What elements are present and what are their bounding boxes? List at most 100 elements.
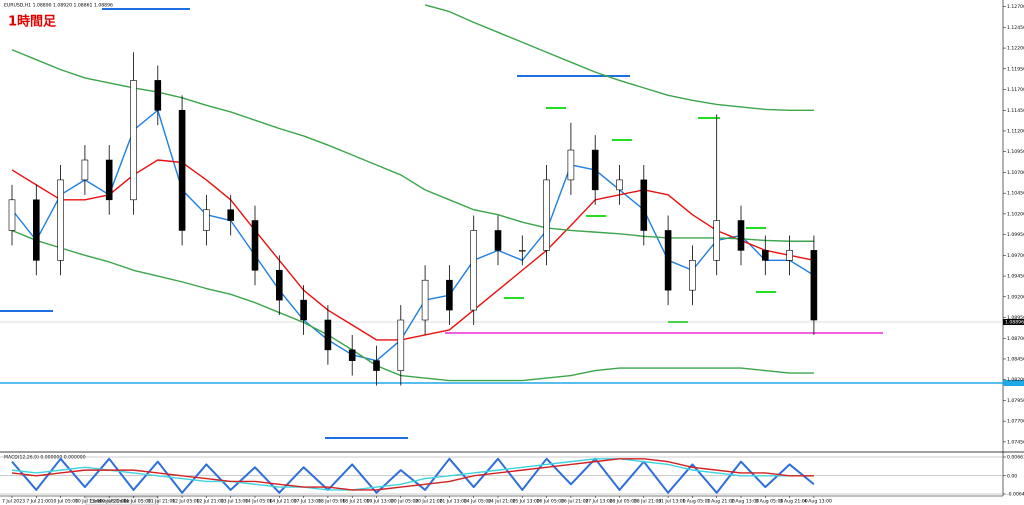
candle-body	[81, 159, 89, 181]
candle-body	[397, 319, 405, 371]
series-line	[424, 4, 814, 111]
macd-header: MACD(12,26,9) 0.000000 0.000000	[4, 455, 86, 461]
y-tick-label: 1.10700	[1007, 170, 1024, 176]
candle-body	[664, 230, 672, 291]
y-tick-label: 1.11450	[1007, 108, 1024, 114]
y-tick-label: 1.08700	[1007, 336, 1024, 342]
series-line	[11, 229, 814, 382]
x-tick-label: 13 Jul 13:00	[221, 499, 249, 505]
candle-body	[640, 179, 648, 231]
y-tick-label: -0.006444	[1007, 492, 1024, 498]
x-tick-label: 14 Jul 21:00	[269, 499, 297, 505]
y-tick-label: 1.12700	[1007, 4, 1024, 10]
candle-body	[713, 220, 721, 261]
x-tick-label: 19 Jul 13:00	[367, 499, 395, 505]
candle-body	[421, 279, 429, 321]
candle-body	[203, 209, 210, 231]
y-tick-label: 1.12200	[1007, 46, 1024, 52]
series-line	[11, 49, 814, 242]
tooltip: Euro vs US Dollar	[90, 499, 130, 505]
y-tick-label: 1.07950	[1007, 398, 1024, 404]
x-tick-label: 7 Jul 2023	[2, 499, 25, 505]
x-tick-label: 24 Jul 05:00	[464, 499, 492, 505]
candle-body	[616, 179, 623, 191]
candle-body	[300, 299, 307, 321]
series-line	[11, 109, 815, 362]
candle-body	[518, 250, 526, 252]
x-tick-label: 24 Jul 21:00	[488, 499, 516, 505]
x-tick-label: 17 Jul 13:00	[294, 499, 322, 505]
x-tick-label: 4 Aug 13:00	[804, 499, 832, 505]
y-tick-label: 1.08950	[1007, 315, 1024, 321]
x-tick-label: 28 Jul 21:00	[634, 499, 662, 505]
x-tick-label: 12 Jul 05:00	[172, 499, 200, 505]
candle-body	[761, 250, 769, 261]
candle-body	[105, 159, 113, 201]
y-tick-label: 1.09450	[1007, 274, 1024, 280]
candle-body	[446, 279, 453, 311]
symbol-header: EURUSD,H1 1.08890 1.08920 1.08861 1.0889…	[4, 3, 113, 9]
candle-body	[32, 199, 40, 261]
candle-body	[8, 199, 16, 231]
candle-body	[810, 250, 818, 321]
x-tick-label: 18 Jul 21:00	[342, 499, 370, 505]
candle-body	[324, 319, 332, 351]
x-tick-label: 10 Jul 05:00	[51, 499, 79, 505]
x-tick-label: 10 Jul 13:00	[75, 499, 103, 505]
series-line	[11, 458, 814, 491]
y-tick-label: 1.08450	[1007, 356, 1024, 362]
chart-title: 1時間足	[8, 14, 57, 30]
candle-body	[251, 220, 259, 271]
candle-body	[786, 250, 793, 261]
y-tick-label: 1.11200	[1007, 128, 1024, 134]
y-tick-label: 1.10450	[1007, 191, 1024, 197]
tooltip-box	[85, 496, 159, 505]
series-line	[11, 457, 815, 494]
x-tick-label: 21 Jul 13:00	[439, 499, 467, 505]
x-tick-label: 11 Jul 05:00	[124, 499, 152, 505]
candle-body	[591, 149, 599, 191]
x-tick-label: 18 Jul 05:00	[318, 499, 346, 505]
y-tick-label: 1.09700	[1007, 253, 1024, 259]
x-tick-label: 12 Jul 21:00	[196, 499, 224, 505]
candle-body	[373, 360, 380, 371]
y-tick-label: 1.08200	[1007, 377, 1024, 383]
candle-body	[227, 209, 234, 221]
candle-body	[689, 260, 696, 291]
y-tick-label: 1.10200	[1007, 211, 1024, 217]
y-tick-label: 0.006638	[1007, 455, 1024, 461]
x-tick-label: 14 Jul 05:00	[245, 499, 273, 505]
x-tick-label: 10 Jul 21:00	[99, 499, 127, 505]
x-tick-label: 2 Aug 13:00	[731, 499, 759, 505]
candle-body	[470, 230, 478, 311]
x-tick-label: 1 Aug 21:00	[707, 499, 735, 505]
y-tick-label: 1.12450	[1007, 25, 1024, 31]
candle-body	[130, 80, 137, 201]
last-price-tag	[1003, 319, 1024, 326]
x-tick-label: 3 Aug 05:00	[755, 499, 783, 505]
candle-body	[348, 349, 356, 361]
candle-body	[154, 80, 162, 111]
series-line	[11, 458, 814, 491]
x-tick-label: 26 Jul 05:00	[537, 499, 565, 505]
x-tick-label: 26 Jul 21:00	[561, 499, 589, 505]
x-tick-label: 11 Jul 21:00	[148, 499, 176, 505]
y-tick-label: 1.09950	[1007, 232, 1024, 238]
y-tick-label: 0.00	[1007, 473, 1017, 479]
x-tick-label: 7 Jul 21:00	[26, 499, 51, 505]
candle-body	[275, 269, 283, 301]
candle-body	[494, 230, 502, 251]
y-tick-label: 1.09200	[1007, 294, 1024, 300]
drawn-levels	[0, 8, 1024, 439]
x-tick-label: 27 Jul 13:00	[585, 499, 613, 505]
x-tick-label: 28 Jul 05:00	[610, 499, 638, 505]
y-tick-label: 1.11700	[1007, 87, 1024, 93]
x-tick-label: 25 Jul 13:00	[512, 499, 540, 505]
series-line	[11, 159, 815, 341]
x-tick-label: 20 Jul 21:00	[415, 499, 443, 505]
candle-body	[737, 220, 745, 251]
level-tag	[1003, 380, 1024, 386]
